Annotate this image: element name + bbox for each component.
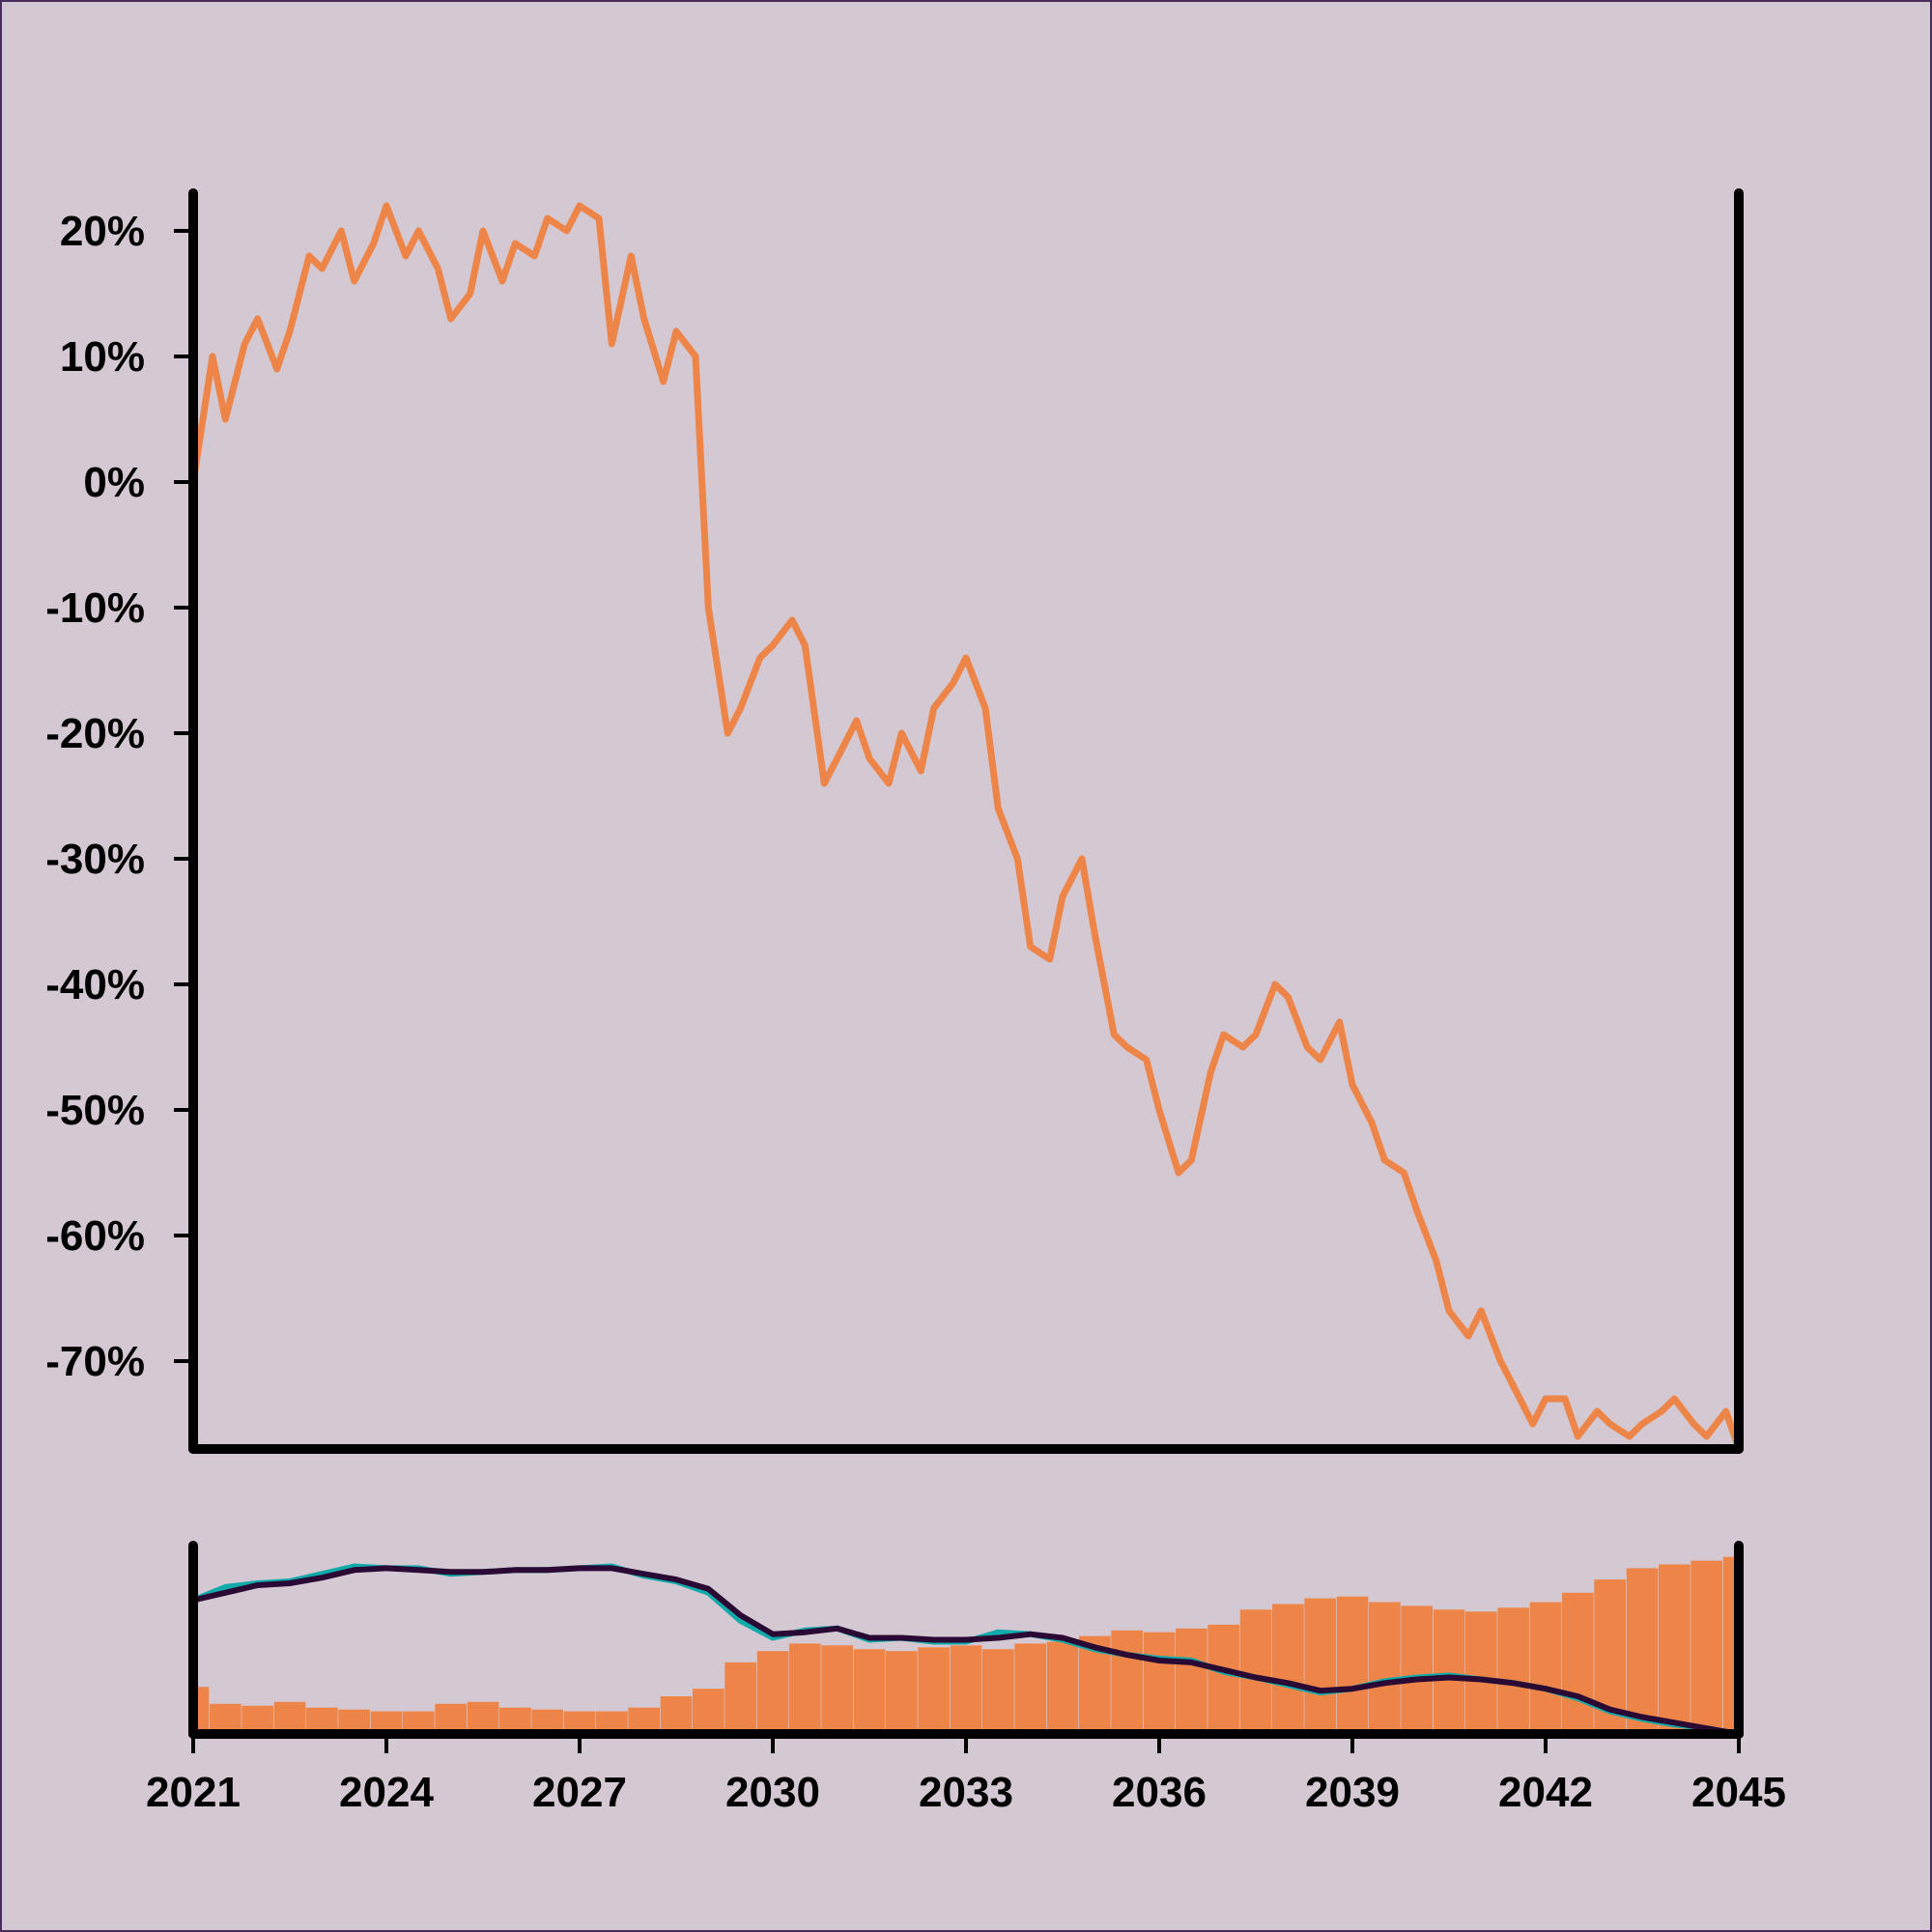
volume-bar [1369, 1602, 1401, 1734]
volume-bar [724, 1662, 756, 1734]
volume-bar [756, 1651, 789, 1734]
price-line-series [189, 202, 1743, 1451]
volume-bar [1304, 1598, 1336, 1734]
y-tick-label: -70% [45, 1338, 145, 1385]
volume-bar [918, 1647, 950, 1734]
y-tick-label: 0% [83, 459, 145, 506]
volume-bar [1497, 1607, 1529, 1734]
x-tick-label: 2030 [725, 1769, 820, 1816]
volume-bar [1176, 1628, 1208, 1734]
x-tick-label: 2033 [919, 1769, 1013, 1816]
volume-bar [563, 1711, 596, 1734]
volume-bar [467, 1701, 499, 1734]
volume-bar [886, 1651, 918, 1734]
volume-bar [1336, 1596, 1369, 1734]
y-tick-label: 20% [60, 208, 145, 255]
volume-bar [1401, 1605, 1433, 1734]
volume-bar [403, 1711, 435, 1734]
slow-moving-average-line [192, 1565, 1740, 1737]
volume-bar [1562, 1592, 1594, 1735]
x-tick-label: 2024 [339, 1769, 434, 1816]
volume-bar [1690, 1560, 1722, 1734]
x-tick-label: 2039 [1305, 1769, 1400, 1816]
y-tick-label: -20% [45, 710, 145, 757]
y-tick-label: -40% [45, 961, 145, 1009]
y-tick-label: -30% [45, 836, 145, 883]
main-price-panel: 20% 10% 0% -10% -20% -30% -40% -50% -60% -70% [45, 188, 1744, 1454]
volume-bar [1239, 1609, 1272, 1734]
volume-bar [821, 1645, 853, 1734]
volume-bar [1014, 1643, 1046, 1734]
volume-bar [982, 1649, 1014, 1735]
x-tick-label: 2027 [532, 1769, 627, 1816]
volume-bar [1272, 1604, 1304, 1734]
x-tick-label: 2042 [1498, 1769, 1593, 1816]
volume-bar [1465, 1611, 1497, 1735]
volume-bar [1529, 1602, 1562, 1734]
volume-bar [370, 1711, 403, 1734]
volume-bar [1433, 1609, 1465, 1734]
volume-panel: 2021 2024 2027 2030 2033 2036 2039 2042 2045 [146, 1541, 1786, 1816]
volume-bar [1046, 1641, 1079, 1734]
volume-bar [210, 1703, 242, 1734]
volume-bar [1143, 1632, 1176, 1734]
x-tick-label: 2021 [146, 1769, 241, 1816]
volume-bar [1626, 1568, 1659, 1734]
volume-bar [435, 1703, 467, 1734]
volume-bar [273, 1701, 306, 1734]
volume-bar [660, 1696, 693, 1734]
x-tick-label: 2036 [1112, 1769, 1207, 1816]
y-tick-label: 10% [60, 333, 145, 381]
x-tick-label: 2045 [1691, 1769, 1786, 1816]
volume-bar [789, 1643, 821, 1734]
volume-bar [950, 1645, 982, 1734]
volume-bar [1111, 1630, 1143, 1735]
volume-bar [693, 1689, 724, 1734]
volume-bar [1208, 1624, 1239, 1734]
volume-bar [1659, 1564, 1690, 1734]
y-tick-label: -50% [45, 1087, 145, 1134]
y-tick-label: -60% [45, 1212, 145, 1260]
volume-bar [596, 1711, 628, 1734]
y-tick-label: -10% [45, 584, 145, 632]
volume-bar [853, 1649, 886, 1735]
